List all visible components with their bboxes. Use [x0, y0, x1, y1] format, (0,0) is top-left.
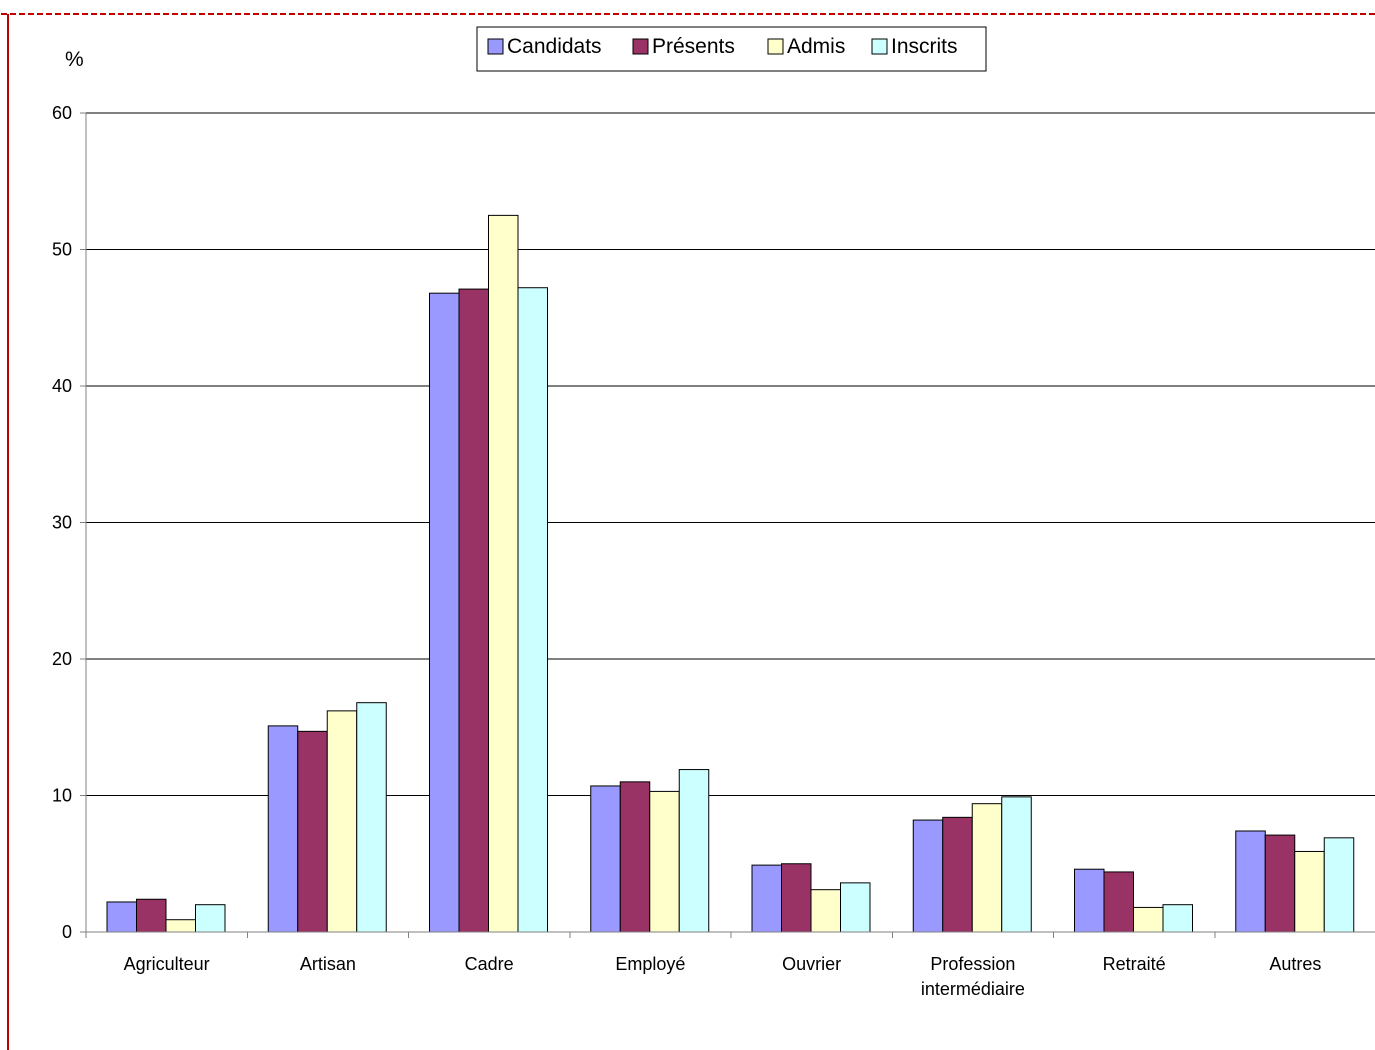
bar [619, 781, 651, 933]
legend-box [476, 26, 987, 72]
bar [267, 725, 299, 933]
bar [356, 702, 387, 933]
bar [1323, 837, 1355, 933]
bar [136, 898, 167, 933]
bar [429, 292, 460, 933]
bar [1103, 871, 1134, 933]
category-label: Agriculteur [124, 954, 210, 974]
bar [297, 730, 328, 933]
legend-label: Candidats [507, 35, 602, 58]
legend-swatch [871, 38, 888, 55]
category-label: Profession [930, 954, 1015, 974]
bar [1264, 834, 1296, 933]
bar [488, 214, 519, 933]
bar [1235, 830, 1266, 933]
y-axis-unit-label: % [65, 48, 84, 71]
legend: Candidats Présents Admis Inscrits [476, 26, 987, 72]
category-label: Retraité [1103, 954, 1166, 974]
bar [649, 790, 680, 933]
bar [942, 816, 973, 933]
bar [1074, 868, 1105, 933]
y-tick-label: 10 [52, 786, 72, 806]
category-label: Ouvrier [782, 954, 841, 974]
frame-border [1, 13, 1375, 1050]
bar [1162, 904, 1193, 933]
legend-swatch [487, 38, 504, 55]
gridlines [86, 112, 1375, 796]
y-tick-labels: 0 10 20 30 40 50 60 [52, 103, 72, 942]
bar [195, 904, 226, 933]
bar [1001, 796, 1032, 933]
category-label: Employé [615, 954, 685, 974]
bar [781, 863, 812, 933]
y-tick-label: 20 [52, 649, 72, 669]
bar [458, 288, 489, 933]
bar [165, 919, 196, 933]
legend-label: Inscrits [891, 35, 958, 58]
bar [1294, 850, 1325, 933]
legend-label: Présents [652, 35, 735, 58]
category-label: Artisan [300, 954, 356, 974]
category-label: Cadre [465, 954, 514, 974]
y-tick-label: 60 [52, 103, 72, 123]
bar [1133, 906, 1164, 933]
legend-swatch [767, 38, 784, 55]
axes [80, 112, 1375, 938]
y-tick-label: 30 [52, 513, 72, 533]
bar [912, 819, 944, 933]
category-label: Autres [1269, 954, 1321, 974]
y-tick-label: 0 [62, 922, 72, 942]
category-label: intermédiaire [921, 979, 1025, 999]
bar [326, 710, 358, 933]
bar [678, 769, 710, 933]
y-tick-label: 40 [52, 376, 72, 396]
legend-label: Admis [787, 35, 845, 58]
bar [810, 889, 841, 933]
bar [590, 785, 621, 933]
bar [971, 803, 1003, 933]
category-labels: Agriculteur Artisan Cadre Employé Ouvrier Pro… [124, 954, 1322, 999]
legend-swatch [632, 38, 649, 55]
bar [106, 901, 137, 933]
bar [517, 287, 548, 933]
bars [106, 214, 1355, 933]
bar [840, 882, 871, 933]
bar [751, 864, 782, 933]
y-tick-label: 50 [52, 240, 72, 260]
